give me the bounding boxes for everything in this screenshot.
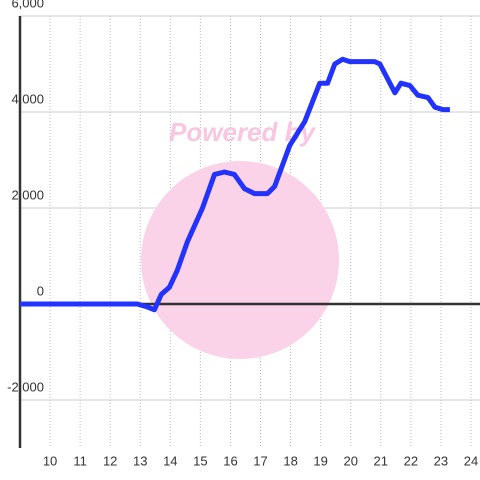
x-tick-label: 14 bbox=[163, 453, 177, 468]
line bbox=[20, 56, 450, 313]
y-tick-label: 2,000 bbox=[11, 187, 44, 202]
x-tick-label: 10 bbox=[43, 453, 57, 468]
x-tick-label: 20 bbox=[343, 453, 357, 468]
x-tick-label: 17 bbox=[253, 453, 267, 468]
y-tick-label: -2,000 bbox=[7, 379, 44, 394]
x-tick-label: 24 bbox=[464, 453, 478, 468]
x-tick-label: 11 bbox=[73, 453, 87, 468]
watermark-logo bbox=[141, 161, 339, 359]
x-tick-label: 16 bbox=[223, 453, 237, 468]
x-tick-label: 23 bbox=[434, 453, 448, 468]
y-tick-label: 4,000 bbox=[11, 91, 44, 106]
y-tick-label: 6,000 bbox=[11, 0, 44, 10]
x-tick-label: 18 bbox=[283, 453, 297, 468]
x-tick-label: 19 bbox=[313, 453, 327, 468]
x-tick-label: 15 bbox=[193, 453, 207, 468]
y-tick-label: 0 bbox=[37, 283, 44, 298]
x-tick-label: 21 bbox=[374, 453, 388, 468]
x-tick-label: 22 bbox=[404, 453, 418, 468]
x-tick-label: 12 bbox=[103, 453, 117, 468]
x-tick-label: 13 bbox=[133, 453, 147, 468]
